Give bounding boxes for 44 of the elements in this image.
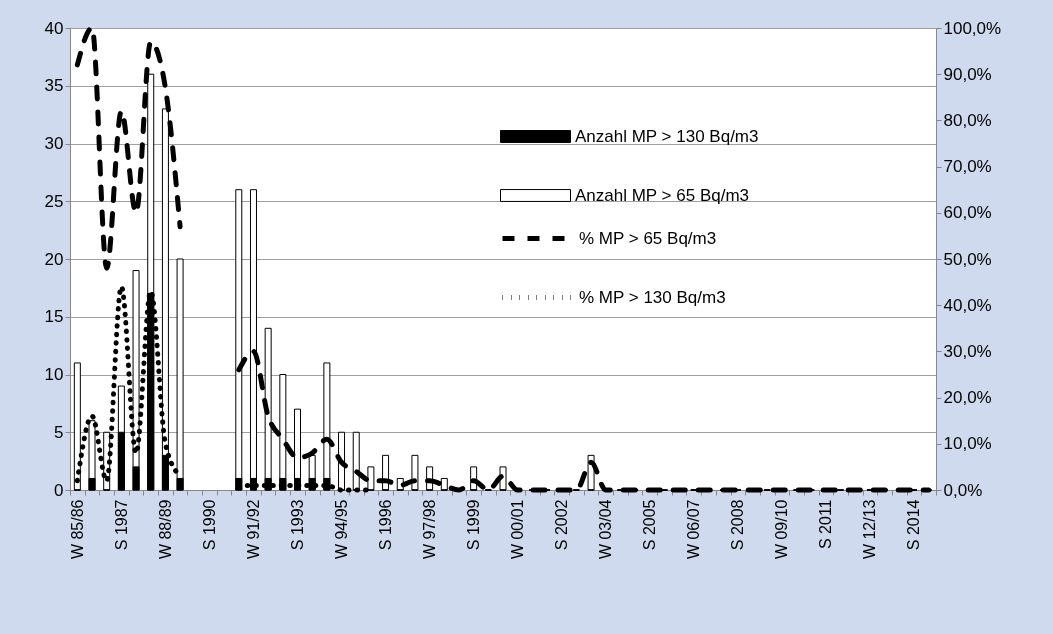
x-tick-label: S 2011 <box>817 499 835 550</box>
x-tick-label: W 94/95 <box>333 499 351 560</box>
legend-label: Anzahl MP > 130 Bq/m3 <box>575 126 759 146</box>
y2-tick-label: 20,0% <box>943 388 992 408</box>
x-tick-label: W 97/98 <box>421 499 439 560</box>
x-tick-label: S 1993 <box>289 499 307 551</box>
x-tick-label: S 1987 <box>112 499 130 551</box>
y2-tick-label: 80,0% <box>943 110 992 130</box>
y2-tick-label: 70,0% <box>943 157 992 177</box>
x-tick-label: S 2008 <box>729 499 747 551</box>
y-tick-label: 10 <box>44 365 64 384</box>
x-tick-label: S 2002 <box>553 499 571 551</box>
y-tick-label: 25 <box>44 191 64 211</box>
legend-label: % MP > 65 Bq/m3 <box>579 228 717 248</box>
legend-label: % MP > 130 Bq/m3 <box>579 287 726 307</box>
y2-tick-label: 30,0% <box>943 341 992 361</box>
x-tick-label: S 1996 <box>377 499 395 551</box>
y2-tick-label: 0,0% <box>943 480 983 500</box>
x-tick-label: W 03/04 <box>597 499 615 560</box>
y-tick-label: 5 <box>54 422 64 442</box>
y-tick-label: 0 <box>54 480 64 500</box>
y2-tick-label: 10,0% <box>943 434 992 454</box>
y-tick-label: 15 <box>44 307 64 327</box>
x-tick-label: W 00/01 <box>509 499 527 560</box>
y2-tick-label: 60,0% <box>943 203 992 223</box>
x-tick-label: W 91/92 <box>244 499 262 560</box>
x-tick-label: W 06/07 <box>685 499 703 560</box>
x-tick-label: S 2005 <box>641 499 659 551</box>
y2-tick-label: 40,0% <box>943 295 992 315</box>
x-tick-label: W 12/13 <box>861 499 879 560</box>
y-tick-label: 20 <box>44 249 64 269</box>
y-tick-label: 40 <box>44 18 64 38</box>
x-tick-label: W 88/89 <box>156 499 174 560</box>
x-tick-label: S 2014 <box>905 499 923 551</box>
y2-tick-label: 100,0% <box>943 18 1002 38</box>
y-tick-label: 35 <box>44 76 64 96</box>
x-tick-label: S 1999 <box>465 499 483 551</box>
legend-label: Anzahl MP > 65 Bq/m3 <box>575 185 750 205</box>
x-tick-label: W 85/86 <box>68 499 86 560</box>
x-tick-label: S 1990 <box>200 499 218 551</box>
y2-tick-label: 90,0% <box>943 64 992 84</box>
x-tick-label: W 09/10 <box>773 499 791 560</box>
y2-tick-label: 50,0% <box>943 249 992 269</box>
y-tick-label: 30 <box>44 134 64 153</box>
